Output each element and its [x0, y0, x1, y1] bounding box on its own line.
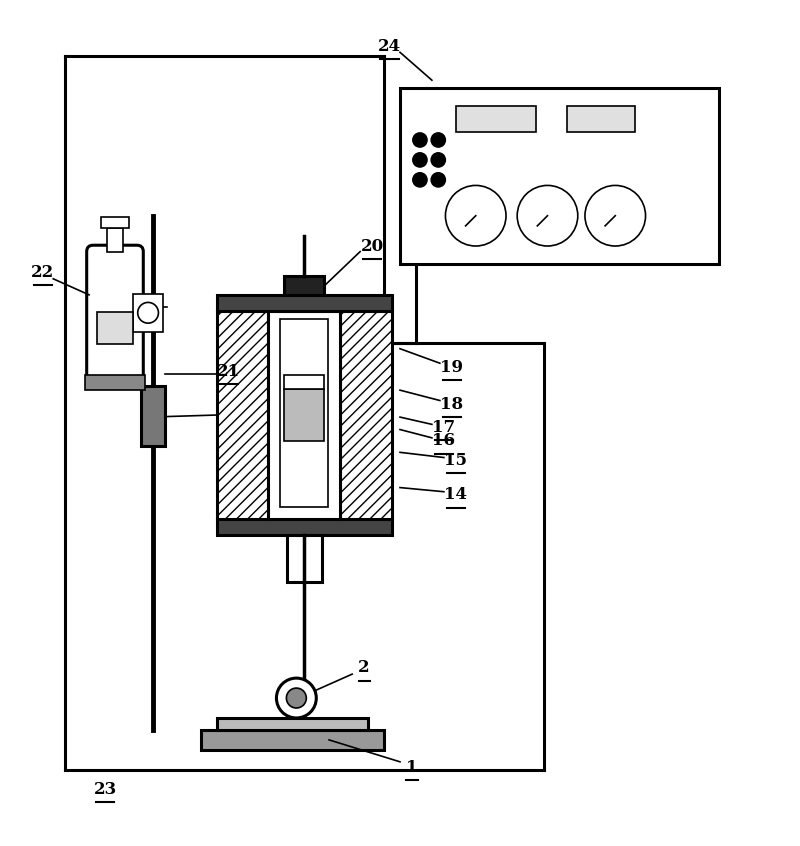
- Text: 14: 14: [444, 486, 467, 503]
- Text: 22: 22: [31, 264, 54, 281]
- Bar: [217, 295, 392, 311]
- Circle shape: [585, 185, 646, 246]
- Circle shape: [517, 185, 578, 246]
- Text: 2: 2: [358, 659, 370, 676]
- Bar: [285, 389, 324, 441]
- Text: 20: 20: [361, 238, 384, 255]
- Bar: [133, 294, 163, 332]
- Bar: [285, 375, 324, 389]
- Bar: [286, 535, 322, 582]
- Circle shape: [413, 173, 427, 187]
- Circle shape: [138, 302, 158, 323]
- Circle shape: [277, 678, 316, 718]
- Bar: [97, 312, 133, 344]
- Bar: [201, 730, 384, 750]
- Text: 15: 15: [444, 452, 467, 470]
- Bar: [285, 276, 324, 295]
- Bar: [217, 519, 392, 535]
- Bar: [269, 311, 340, 519]
- Text: 17: 17: [432, 419, 455, 436]
- Text: 18: 18: [440, 396, 463, 413]
- Bar: [340, 311, 392, 519]
- Text: 1: 1: [406, 759, 418, 776]
- Bar: [456, 106, 535, 132]
- Bar: [217, 718, 368, 730]
- Circle shape: [446, 185, 506, 246]
- Bar: [141, 387, 165, 446]
- Circle shape: [286, 688, 306, 708]
- Circle shape: [413, 153, 427, 168]
- Text: 24: 24: [378, 38, 401, 55]
- Text: 16: 16: [432, 432, 455, 449]
- Text: 23: 23: [94, 781, 117, 799]
- Bar: [101, 217, 130, 228]
- FancyBboxPatch shape: [86, 245, 143, 382]
- Bar: [567, 106, 635, 132]
- Text: 19: 19: [440, 359, 463, 376]
- Bar: [107, 228, 123, 251]
- Circle shape: [431, 153, 446, 168]
- Circle shape: [413, 133, 427, 147]
- Bar: [281, 319, 328, 507]
- Bar: [85, 375, 145, 389]
- Bar: [217, 311, 269, 519]
- Circle shape: [431, 173, 446, 187]
- Bar: [400, 88, 719, 264]
- Circle shape: [431, 133, 446, 147]
- Text: 21: 21: [217, 363, 240, 380]
